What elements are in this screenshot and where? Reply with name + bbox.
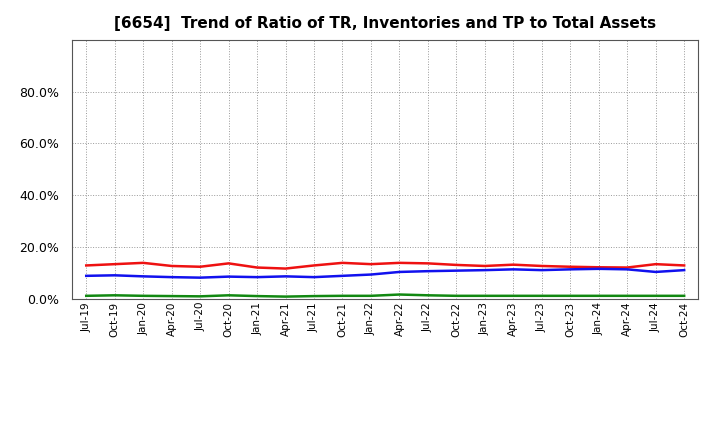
Trade Receivables [310,263,318,268]
Trade Payables [282,294,290,299]
Trade Receivables [395,260,404,265]
Trade Receivables [566,264,575,269]
Trade Receivables [253,265,261,270]
Title: [6654]  Trend of Ratio of TR, Inventories and TP to Total Assets: [6654] Trend of Ratio of TR, Inventories… [114,16,656,32]
Trade Receivables [680,263,688,268]
Trade Payables [480,293,489,298]
Trade Receivables [366,261,375,267]
Trade Payables [680,293,688,298]
Trade Receivables [623,265,631,270]
Inventories [167,275,176,280]
Inventories [225,274,233,279]
Trade Receivables [225,261,233,266]
Trade Payables [253,293,261,299]
Inventories [253,275,261,280]
Trade Payables [509,293,518,298]
Inventories [509,267,518,272]
Line: Trade Payables: Trade Payables [86,294,684,297]
Trade Receivables [509,262,518,268]
Trade Receivables [110,261,119,267]
Trade Payables [366,293,375,298]
Inventories [623,267,631,272]
Inventories [110,273,119,278]
Trade Payables [566,293,575,298]
Trade Payables [537,293,546,298]
Line: Inventories: Inventories [86,269,684,278]
Inventories [310,275,318,280]
Inventories [196,275,204,280]
Trade Payables [110,293,119,298]
Trade Receivables [139,260,148,265]
Trade Payables [623,293,631,298]
Inventories [82,273,91,279]
Trade Receivables [423,261,432,266]
Trade Payables [338,293,347,298]
Trade Receivables [537,263,546,268]
Inventories [452,268,461,273]
Trade Receivables [338,260,347,265]
Trade Payables [196,294,204,299]
Inventories [366,272,375,277]
Trade Payables [423,293,432,298]
Trade Payables [139,293,148,298]
Inventories [395,269,404,275]
Trade Receivables [196,264,204,269]
Trade Payables [595,293,603,298]
Inventories [423,268,432,274]
Trade Receivables [82,263,91,268]
Inventories [566,267,575,272]
Trade Payables [82,293,91,298]
Trade Payables [167,293,176,299]
Inventories [680,268,688,273]
Inventories [338,273,347,279]
Inventories [139,274,148,279]
Trade Receivables [167,263,176,268]
Trade Payables [310,293,318,299]
Inventories [480,268,489,273]
Inventories [595,266,603,271]
Inventories [652,269,660,275]
Trade Receivables [652,261,660,267]
Trade Receivables [452,262,461,268]
Inventories [282,274,290,279]
Trade Receivables [595,264,603,270]
Trade Payables [225,293,233,298]
Trade Payables [652,293,660,298]
Trade Payables [452,293,461,298]
Trade Receivables [282,266,290,271]
Trade Payables [395,292,404,297]
Line: Trade Receivables: Trade Receivables [86,263,684,268]
Trade Receivables [480,263,489,268]
Inventories [537,268,546,273]
